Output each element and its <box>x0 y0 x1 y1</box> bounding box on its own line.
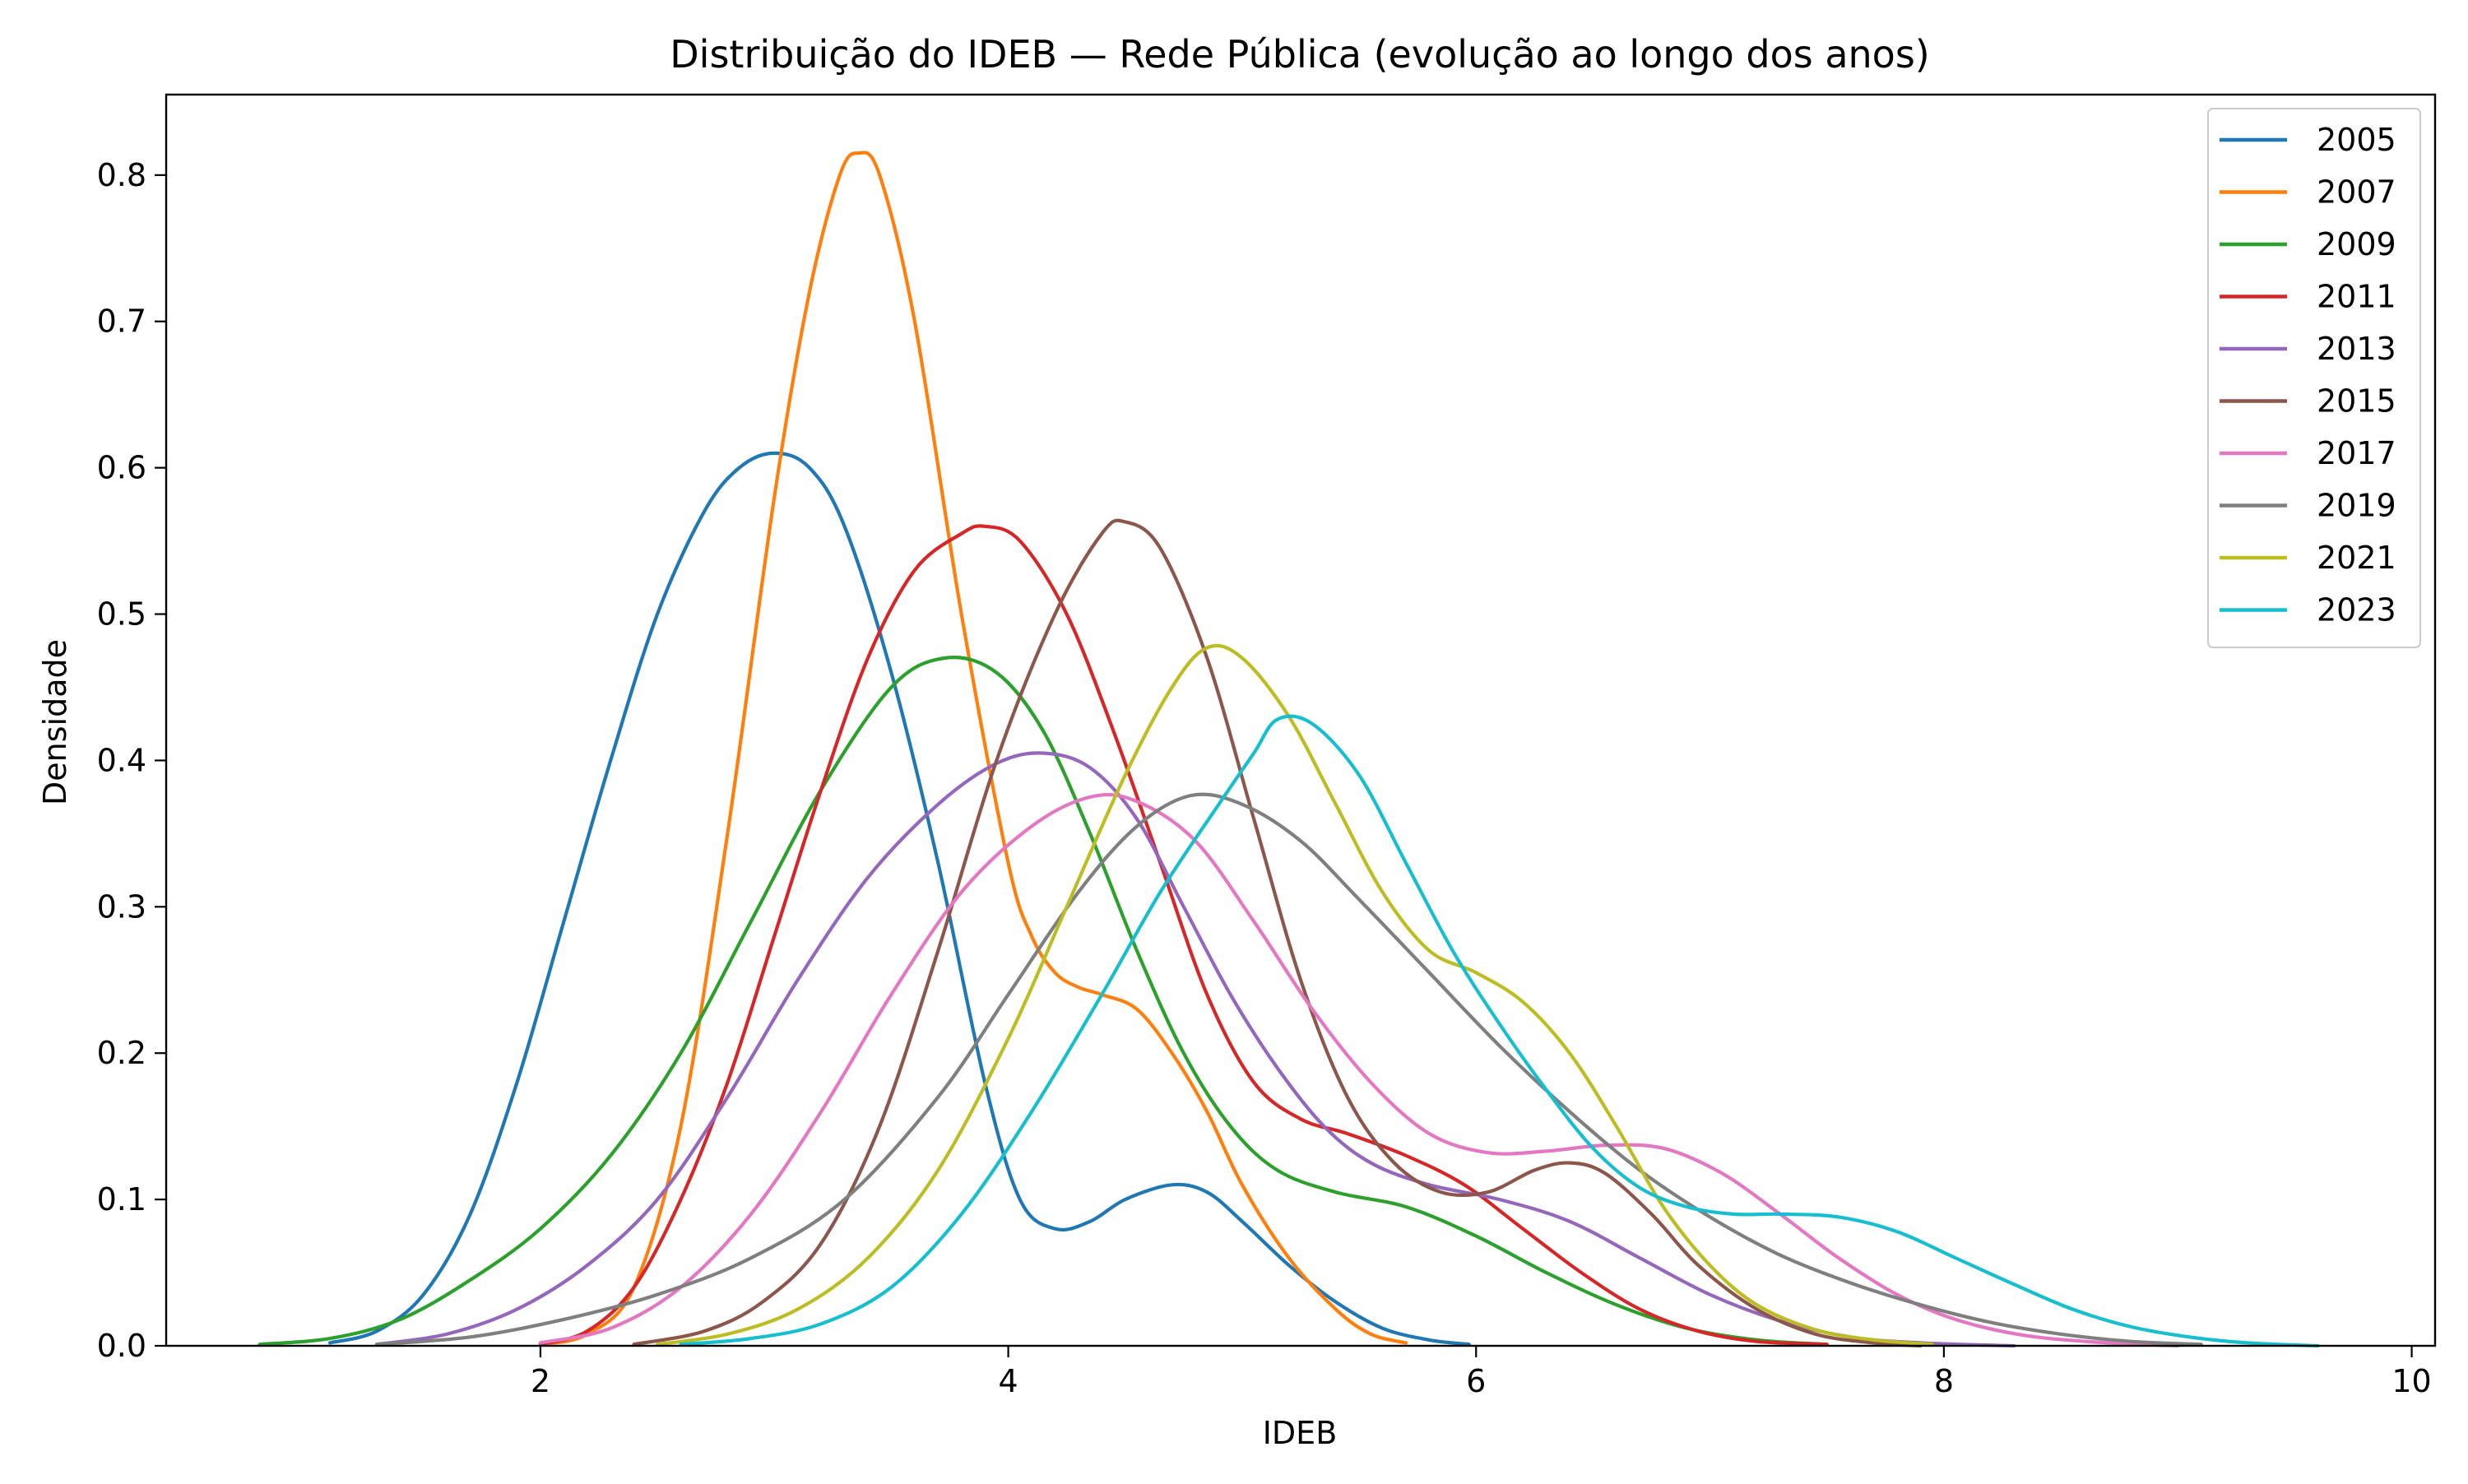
series-line-2017 <box>538 792 2180 1348</box>
series-line-2021 <box>655 643 1934 1347</box>
x-tick-label: 8 <box>1934 1363 1954 1399</box>
series-line-2019 <box>374 792 2203 1347</box>
series-line-2011 <box>538 524 1829 1347</box>
axes-frame <box>165 93 2437 1347</box>
series-line-2007 <box>538 151 1408 1347</box>
legend-label-2023: 2023 <box>2317 592 2396 628</box>
legend: 2005 2007 2009 2011 2013 2015 2017 2019 2021 2023 <box>2207 108 2421 648</box>
legend-label-2009: 2009 <box>2317 226 2396 262</box>
legend-label-2021: 2021 <box>2317 540 2396 576</box>
y-tick-label: 0.7 <box>97 304 146 340</box>
plot-area <box>257 151 2320 1348</box>
y-tick-label: 0.8 <box>97 157 146 193</box>
legend-label-2013: 2013 <box>2317 331 2396 367</box>
legend-label-2005: 2005 <box>2317 122 2396 158</box>
legend-label-2007: 2007 <box>2317 174 2396 211</box>
series-line-2015 <box>632 518 1923 1348</box>
y-tick-label: 0.0 <box>97 1328 146 1364</box>
y-tick-label: 0.3 <box>97 888 146 925</box>
y-tick-label: 0.1 <box>97 1181 146 1217</box>
x-tick-label: 10 <box>2391 1363 2431 1399</box>
x-axis-label: IDEB <box>1263 1415 1338 1451</box>
chart-title: Distribuição do IDEB — Rede Pública (evo… <box>670 32 1929 77</box>
series-line-2009 <box>257 656 1829 1347</box>
x-tick-label: 4 <box>998 1363 1018 1399</box>
x-tick-label: 6 <box>1466 1363 1486 1399</box>
y-tick-label: 0.6 <box>97 450 146 486</box>
series-line-2005 <box>327 451 1471 1347</box>
legend-label-2017: 2017 <box>2317 435 2396 471</box>
y-axis-label: Densidade <box>37 639 73 805</box>
y-tick-label: 0.2 <box>97 1035 146 1071</box>
legend-label-2015: 2015 <box>2317 383 2396 420</box>
y-tick-label: 0.5 <box>97 596 146 633</box>
legend-label-2019: 2019 <box>2317 488 2396 524</box>
axes <box>165 93 2437 1347</box>
series-line-2013 <box>374 751 2016 1348</box>
legend-label-2011: 2011 <box>2317 279 2396 315</box>
series-line-2023 <box>679 714 2320 1348</box>
y-tick-label: 0.4 <box>97 742 146 778</box>
tick-labels: 2 4 6 8 10 0.0 0.1 0.2 0.3 0.4 0.5 0.6 0.7 0.8 <box>97 157 2432 1399</box>
x-tick-label: 2 <box>531 1363 550 1399</box>
